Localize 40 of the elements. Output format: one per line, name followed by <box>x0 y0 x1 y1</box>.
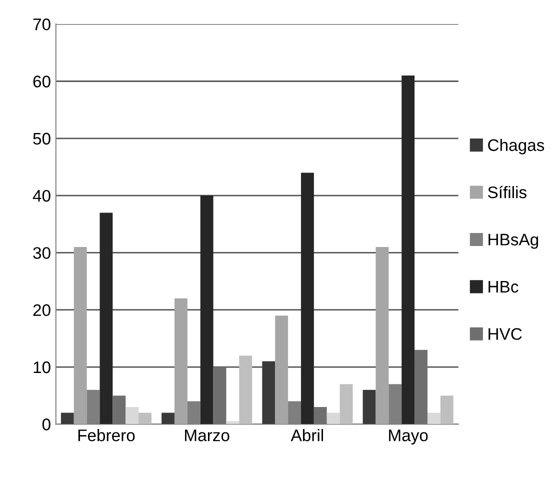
y-tick-label: 30 <box>33 247 50 259</box>
y-tick-label: 50 <box>33 132 50 145</box>
bar <box>200 196 214 424</box>
bar <box>100 212 113 424</box>
bar <box>213 367 226 424</box>
bar <box>162 412 174 424</box>
bar <box>414 350 428 424</box>
legend-label: HVC <box>488 328 522 340</box>
y-tick-label: 20 <box>33 304 50 316</box>
legend-label: HBc <box>488 281 518 293</box>
legend-label: Sífilis <box>488 186 526 198</box>
y-tick-label: 60 <box>33 76 50 88</box>
x-tick-label: Mayo <box>389 430 428 445</box>
bar <box>314 407 327 424</box>
bar <box>402 76 415 424</box>
bar <box>60 412 74 424</box>
bar <box>74 246 87 424</box>
x-tick-label: Abril <box>290 429 324 442</box>
y-tick-label: 40 <box>32 190 50 202</box>
bar <box>112 396 126 424</box>
legend-label: HBsAg <box>488 234 538 249</box>
x-tick-label: Marzo <box>185 430 230 442</box>
legend-label: Chagas <box>488 138 544 154</box>
bar <box>262 361 276 424</box>
bar <box>138 412 152 424</box>
bar <box>362 390 376 424</box>
bar <box>126 407 139 424</box>
bar <box>174 298 188 424</box>
y-tick-label: 70 <box>33 18 50 30</box>
bar <box>300 172 314 424</box>
bar <box>340 384 353 424</box>
y-tick-label: 0 <box>42 418 50 430</box>
y-tick-label: 10 <box>34 361 50 374</box>
bar <box>326 412 340 424</box>
bar <box>275 316 288 424</box>
bar <box>427 412 440 424</box>
bar <box>376 246 389 424</box>
x-tick-label: Febrero <box>78 429 135 442</box>
bar <box>440 396 454 424</box>
bar <box>239 356 252 424</box>
